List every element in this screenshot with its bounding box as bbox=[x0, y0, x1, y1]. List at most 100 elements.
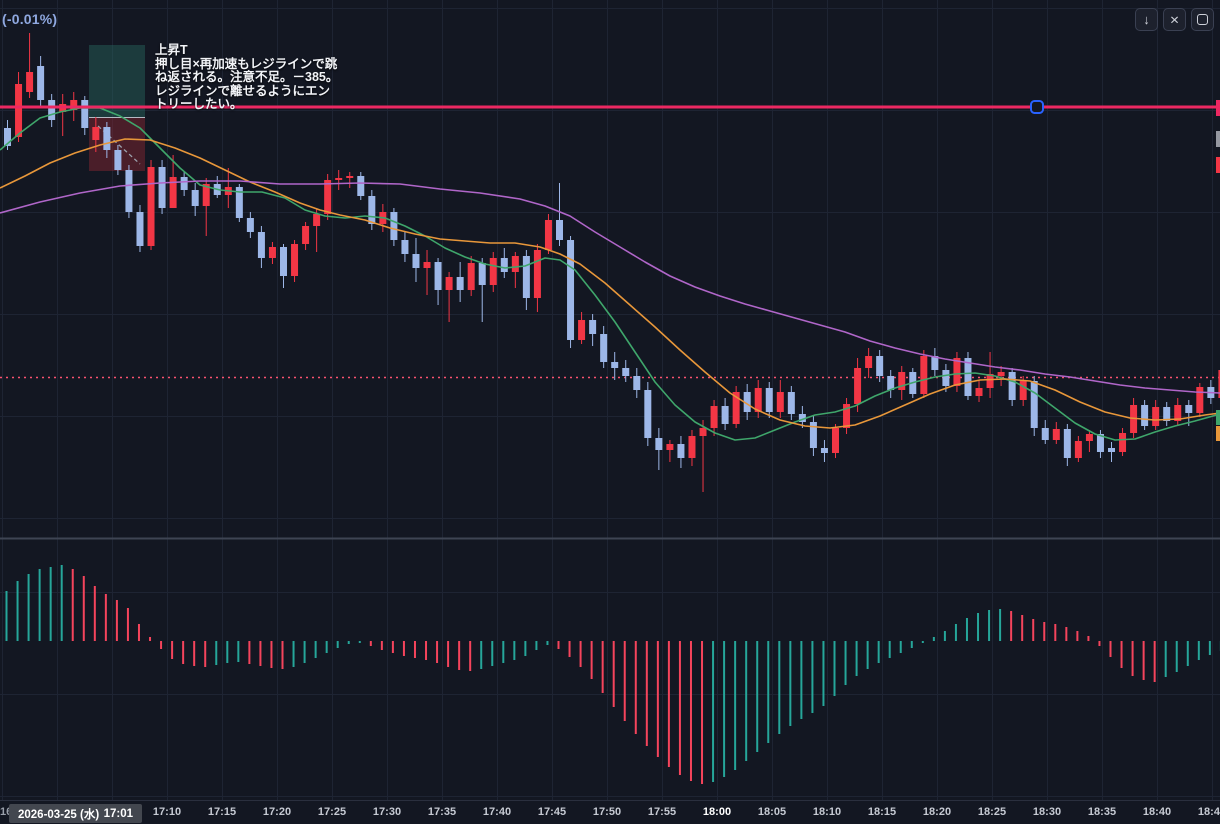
candle-body bbox=[1152, 407, 1160, 426]
candle-body bbox=[765, 388, 773, 412]
time-axis-label[interactable]: 18:20 bbox=[922, 806, 952, 818]
candle-body bbox=[975, 388, 983, 396]
candle-body bbox=[500, 258, 508, 272]
candle-body bbox=[809, 422, 817, 448]
time-axis-label[interactable]: 17:10 bbox=[152, 806, 182, 818]
candle-body bbox=[1052, 429, 1060, 440]
time-axis-label[interactable]: 18:25 bbox=[977, 806, 1007, 818]
candle-body bbox=[699, 428, 707, 436]
date-label: 2026-03-25 (水) bbox=[18, 808, 100, 821]
candle-body bbox=[158, 167, 166, 208]
candle-body bbox=[964, 358, 972, 396]
candle-body bbox=[578, 320, 586, 340]
candle-body bbox=[48, 100, 56, 120]
time-axis-label[interactable]: 18:00 bbox=[702, 806, 732, 818]
time-axis-label[interactable]: 18:30 bbox=[1032, 806, 1062, 818]
candle-body bbox=[754, 388, 762, 412]
candle-body bbox=[1163, 407, 1171, 421]
candle-body bbox=[997, 372, 1005, 376]
candle-body bbox=[70, 100, 78, 110]
time-axis-label[interactable]: 18:15 bbox=[867, 806, 897, 818]
candle-body bbox=[511, 256, 519, 272]
cropped-price-label bbox=[1216, 157, 1220, 173]
cropped-price-label bbox=[1216, 100, 1220, 116]
candle-body bbox=[489, 258, 497, 285]
trade-note-annotation[interactable]: 上昇T 押し目×再加速もレジラインで跳 ね返される。注意不足。－385。 レジラインで… bbox=[155, 43, 338, 112]
candle-body bbox=[1141, 405, 1149, 426]
time-axis-label[interactable]: 17:30 bbox=[372, 806, 402, 818]
pane-controls: ↓ ✕ bbox=[1135, 8, 1214, 31]
candle-body bbox=[1174, 405, 1182, 421]
candle-body bbox=[81, 100, 89, 128]
candle-body bbox=[953, 358, 961, 386]
hline-anchor-handle[interactable] bbox=[1030, 100, 1044, 114]
time-axis-label[interactable]: 18:05 bbox=[757, 806, 787, 818]
candle-body bbox=[335, 178, 343, 180]
candle-body bbox=[776, 392, 784, 412]
candle-body bbox=[1041, 428, 1049, 440]
time-axis-label[interactable]: 18:40 bbox=[1142, 806, 1172, 818]
candle-body bbox=[920, 356, 928, 394]
time-axis-label[interactable]: 17:15 bbox=[207, 806, 237, 818]
candle-body bbox=[710, 406, 718, 428]
candle-body bbox=[434, 262, 442, 290]
time-axis-label[interactable]: 17:50 bbox=[592, 806, 622, 818]
candle-body bbox=[257, 232, 265, 258]
annotation-line: トリーしたい。 bbox=[155, 97, 243, 111]
candle-body bbox=[280, 247, 287, 276]
time-axis-label[interactable]: 17:55 bbox=[647, 806, 677, 818]
annotation-line: レジラインで離せるようにエン bbox=[155, 83, 331, 98]
close-pane-button[interactable]: ✕ bbox=[1163, 8, 1186, 31]
candle-body bbox=[169, 177, 177, 208]
time-axis-label[interactable]: 17:25 bbox=[317, 806, 347, 818]
candle-body bbox=[666, 444, 674, 450]
time-axis-label[interactable]: 17:45 bbox=[537, 806, 567, 818]
annotation-line: 上昇T bbox=[155, 43, 188, 57]
move-pane-down-button[interactable]: ↓ bbox=[1135, 8, 1158, 31]
annotation-line: 押し目×再加速もレジラインで跳 bbox=[155, 56, 338, 71]
candle-body bbox=[688, 436, 696, 458]
candle-body bbox=[268, 247, 276, 258]
candle-body bbox=[732, 392, 740, 424]
candle-body bbox=[467, 263, 475, 290]
candle-body bbox=[1218, 370, 1220, 398]
candle-body bbox=[401, 240, 409, 254]
candle-body bbox=[15, 84, 23, 137]
time-axis-label[interactable]: 17:40 bbox=[482, 806, 512, 818]
cropped-price-label bbox=[1216, 131, 1220, 147]
candle-body bbox=[1063, 429, 1071, 458]
time-axis-label[interactable]: 17:35 bbox=[427, 806, 457, 818]
arrow-down-icon: ↓ bbox=[1143, 12, 1150, 27]
maximize-icon bbox=[1197, 14, 1208, 25]
maximize-pane-button[interactable] bbox=[1191, 8, 1214, 31]
candle-body bbox=[865, 356, 873, 368]
candle-body bbox=[798, 414, 806, 422]
candle-body bbox=[544, 220, 552, 250]
position-profit-box[interactable] bbox=[89, 45, 145, 117]
candle-body bbox=[942, 370, 950, 386]
candle-body bbox=[633, 376, 641, 390]
candle-body bbox=[876, 356, 884, 376]
time-axis-label[interactable]: 18:10 bbox=[812, 806, 842, 818]
candle-body bbox=[456, 277, 464, 290]
candle-body bbox=[820, 448, 828, 453]
selected-date-box[interactable]: 2026-03-25 (水) 17:01 bbox=[9, 804, 142, 823]
time-axis-label[interactable]: 17:20 bbox=[262, 806, 292, 818]
candle-body bbox=[887, 376, 895, 390]
candle-body bbox=[191, 190, 199, 206]
cropped-price-label bbox=[1216, 410, 1220, 425]
candle-body bbox=[180, 177, 188, 190]
candle-body bbox=[655, 438, 663, 450]
time-axis[interactable]: 16 2026-03-25 (水) 17:01 17:10 17:15 17:20 1… bbox=[0, 800, 1220, 824]
candle-body bbox=[412, 254, 420, 268]
time-axis-label[interactable]: 18:35 bbox=[1087, 806, 1117, 818]
candle-body bbox=[832, 428, 839, 453]
close-icon: ✕ bbox=[1169, 12, 1180, 27]
ma-mid-orange bbox=[0, 138, 1220, 429]
candle-body bbox=[1074, 441, 1082, 458]
candle-body bbox=[522, 256, 530, 298]
candle-body bbox=[235, 187, 243, 218]
time-axis-label[interactable]: 18:45 bbox=[1197, 806, 1220, 818]
